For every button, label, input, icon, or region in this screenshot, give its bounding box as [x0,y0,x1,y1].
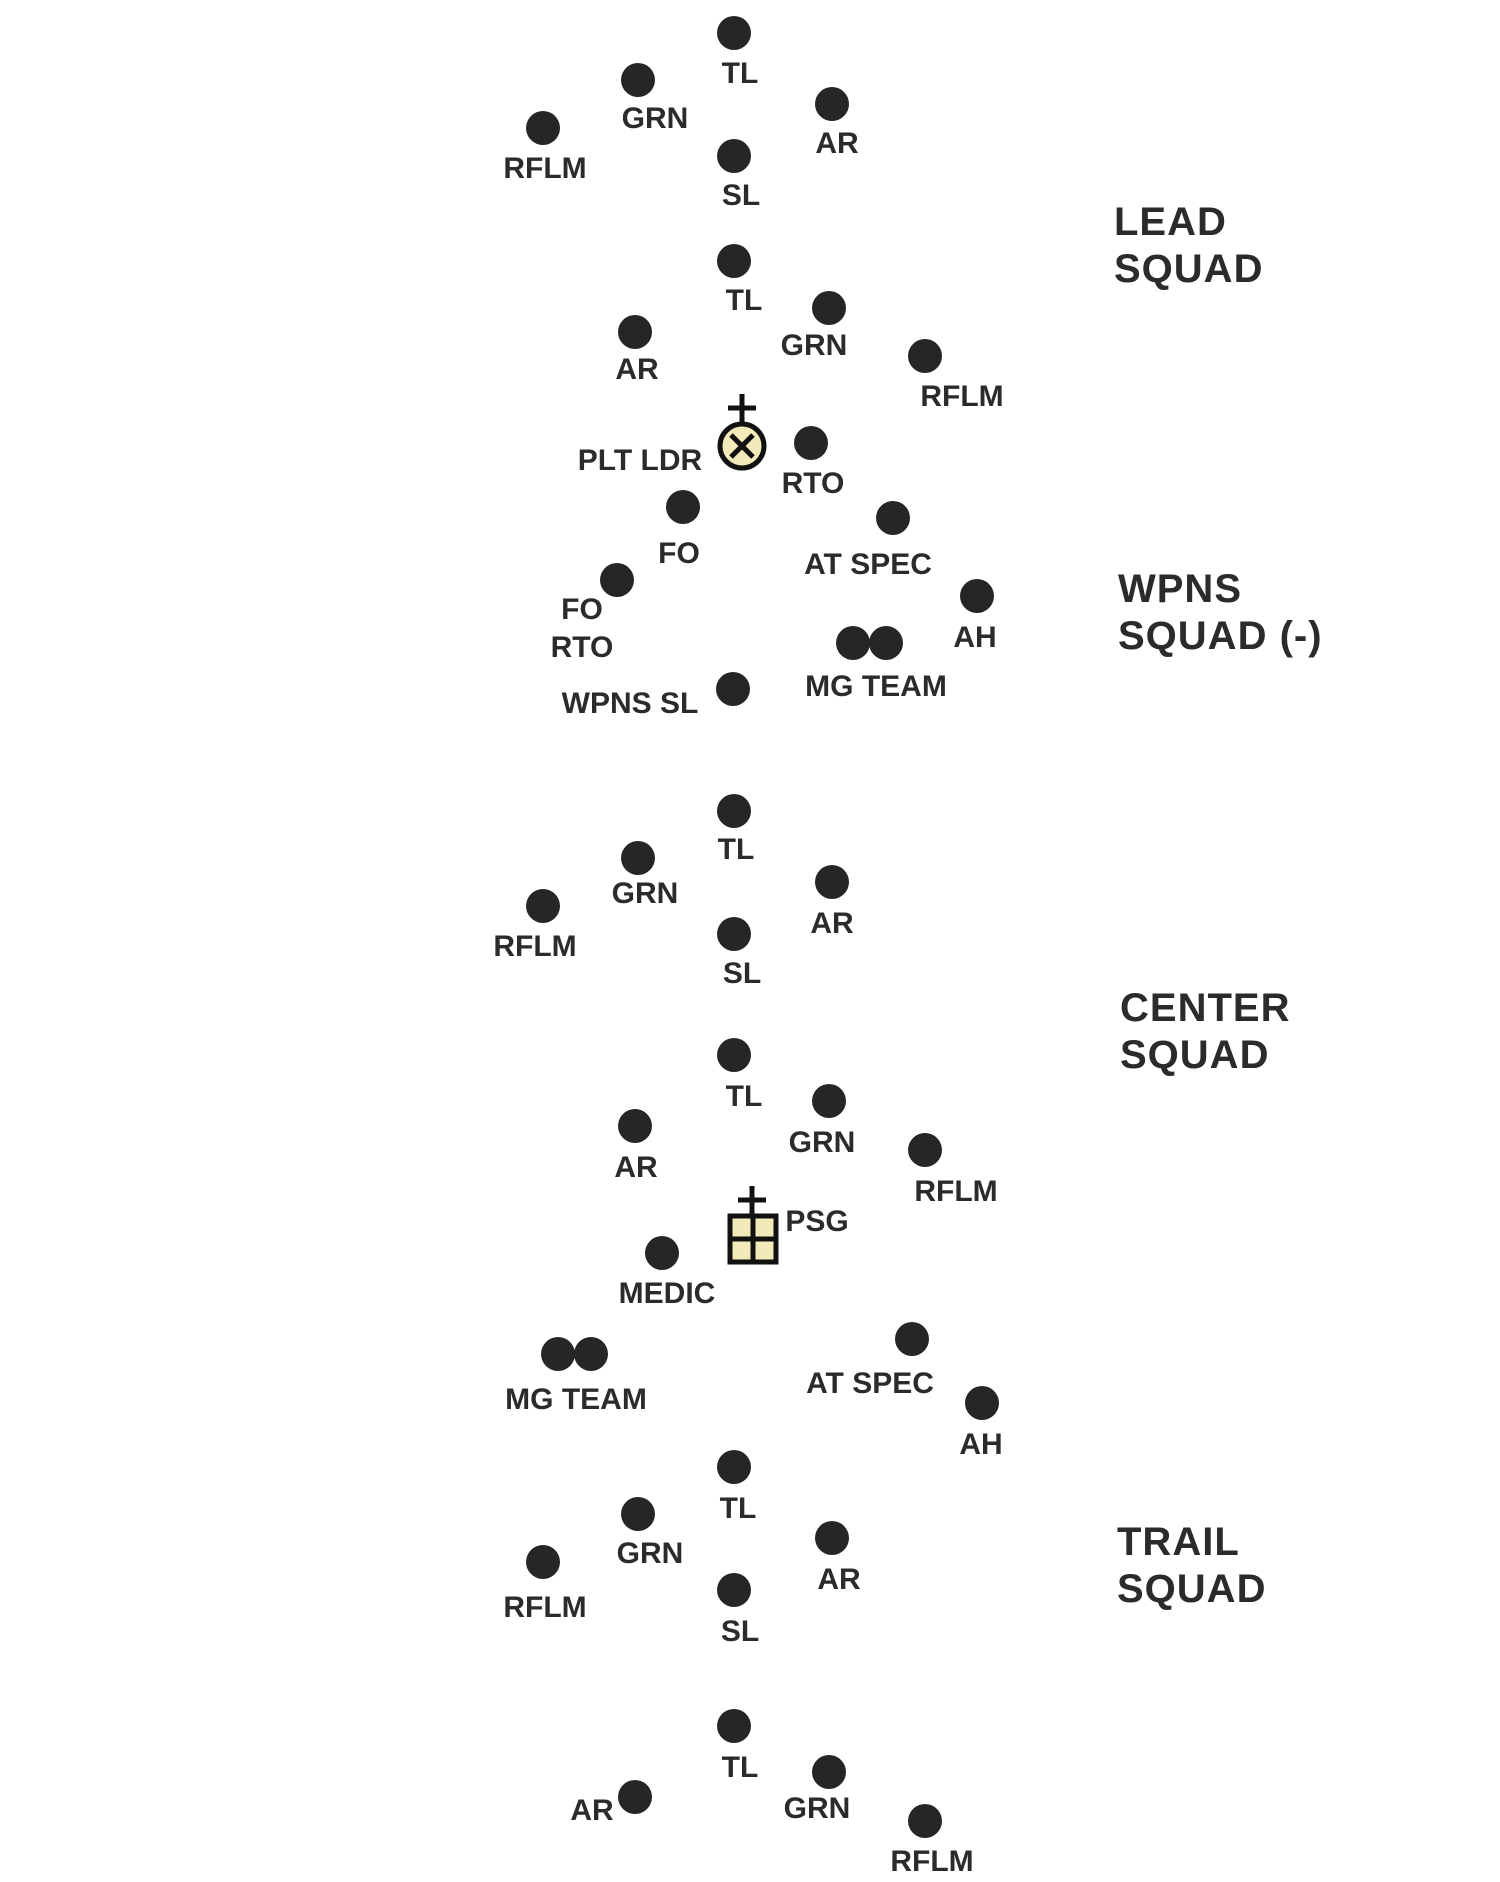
center-ah-label: AH [959,1428,1002,1461]
fo-rto-dot [600,563,634,597]
center-b-ar-dot [618,1109,652,1143]
trail-b-tl-label: TL [722,1751,759,1784]
center-squad: TL GRN AR RFLM SL TL GRN AR RFLM [493,794,998,1208]
wpns-at-spec-dot [876,501,910,535]
wpns-sl-dot [716,672,750,706]
wpns-sl-label: WPNS SL [562,687,699,720]
psg-label: PSG [785,1205,848,1238]
lead-b-ar-label: AR [615,353,659,386]
trail-squad-label-line2: SQUAD [1117,1567,1266,1611]
wpns-mg-team-label: MG TEAM [805,670,947,703]
lead-a-ar-dot [815,87,849,121]
lead-squad-label-line1: LEAD [1114,200,1227,244]
platoon-leader-icon [717,394,767,471]
trail-a-rflm-dot [526,1545,560,1579]
wpns-mg-assistant-dot [869,626,903,660]
rto-label: RTO [782,467,845,500]
lead-b-tl-dot [717,244,751,278]
trail-squad: TL GRN AR RFLM SL TL AR GRN RFLM [503,1450,974,1878]
trail-a-grn-dot [621,1497,655,1531]
platoon-hq: PLT LDR RTO FO FO RTO [551,394,845,664]
lead-a-tl-dot [717,16,751,50]
fo-rto-label-line1: FO [561,593,603,626]
lead-a-sl-label: SL [722,179,760,212]
center-a-ar-dot [815,865,849,899]
center-b-grn-dot [812,1084,846,1118]
lead-b-ar-dot [618,315,652,349]
center-b-tl-label: TL [726,1080,763,1113]
lead-a-rflm-dot [526,111,560,145]
trail-b-rflm-label: RFLM [890,1845,973,1878]
wpns-ah-dot [960,579,994,613]
trail-a-ar-dot [815,1521,849,1555]
center-squad-label-line1: CENTER [1120,986,1290,1030]
lead-squad: TL GRN AR RFLM SL TL GRN AR RFLM [503,16,1004,413]
lead-a-tl-label: TL [722,57,759,90]
center-b-ar-label: AR [614,1151,658,1184]
trail-a-tl-dot [717,1450,751,1484]
trail-a-rflm-label: RFLM [503,1591,586,1624]
medic-label: MEDIC [619,1277,716,1310]
trail-a-sl-label: SL [721,1615,759,1648]
plt-ldr-label: PLT LDR [578,444,703,477]
wpns-ah-label: AH [953,621,996,654]
fo-label: FO [658,537,700,570]
center-a-rflm-label: RFLM [493,930,576,963]
wpns-at-spec-label: AT SPEC [804,548,932,581]
center-b-rflm-dot [908,1133,942,1167]
trail-a-ar-label: AR [817,1563,861,1596]
center-at-spec-label: AT SPEC [806,1367,934,1400]
lead-a-grn-dot [621,63,655,97]
lead-b-rflm-dot [908,339,942,373]
center-b-rflm-label: RFLM [914,1175,997,1208]
lead-a-rflm-label: RFLM [503,152,586,185]
center-support: PSG MEDIC MG TEAM AT SPEC AH [505,1186,1003,1461]
trail-a-tl-label: TL [720,1492,757,1525]
center-b-grn-label: GRN [789,1126,856,1159]
fo-dot [666,490,700,524]
center-a-sl-label: SL [723,957,761,990]
lead-b-grn-dot [812,291,846,325]
lead-a-ar-label: AR [815,127,859,160]
lead-b-tl-label: TL [726,284,763,317]
trail-b-rflm-dot [908,1804,942,1838]
center-a-tl-dot [717,794,751,828]
lead-b-rflm-label: RFLM [920,380,1003,413]
platoon-sergeant-icon [727,1186,779,1265]
lead-b-grn-label: GRN [781,329,848,362]
fo-rto-label-line2: RTO [551,631,614,664]
center-a-sl-dot [717,917,751,951]
center-b-tl-dot [717,1038,751,1072]
trail-a-sl-dot [717,1573,751,1607]
trail-b-grn-label: GRN [784,1792,851,1825]
weapons-squad: AT SPEC AH MG TEAM WPNS SL [562,501,997,720]
center-a-grn-dot [621,841,655,875]
medic-dot [645,1236,679,1270]
center-a-rflm-dot [526,889,560,923]
trail-a-grn-label: GRN [617,1537,684,1570]
wpns-squad-label-line2: SQUAD (-) [1118,614,1323,658]
center-mg-gunner-dot [541,1337,575,1371]
wpns-squad-label-line1: WPNS [1118,567,1242,611]
lead-a-sl-dot [717,139,751,173]
lead-a-grn-label: GRN [622,102,689,135]
center-at-spec-dot [895,1322,929,1356]
wpns-mg-gunner-dot [836,626,870,660]
center-a-ar-label: AR [810,907,854,940]
center-a-grn-label: GRN [612,877,679,910]
center-ah-dot [965,1386,999,1420]
trail-b-grn-dot [812,1755,846,1789]
center-squad-label-line2: SQUAD [1120,1033,1269,1077]
trail-b-tl-dot [717,1709,751,1743]
trail-squad-label-line1: TRAIL [1117,1520,1240,1564]
center-mg-assistant-dot [574,1337,608,1371]
trail-b-ar-dot [618,1780,652,1814]
center-a-tl-label: TL [718,833,755,866]
rto-dot [794,426,828,460]
trail-b-ar-label: AR [570,1794,614,1827]
lead-squad-label-line2: SQUAD [1114,247,1263,291]
center-mg-team-label: MG TEAM [505,1383,647,1416]
